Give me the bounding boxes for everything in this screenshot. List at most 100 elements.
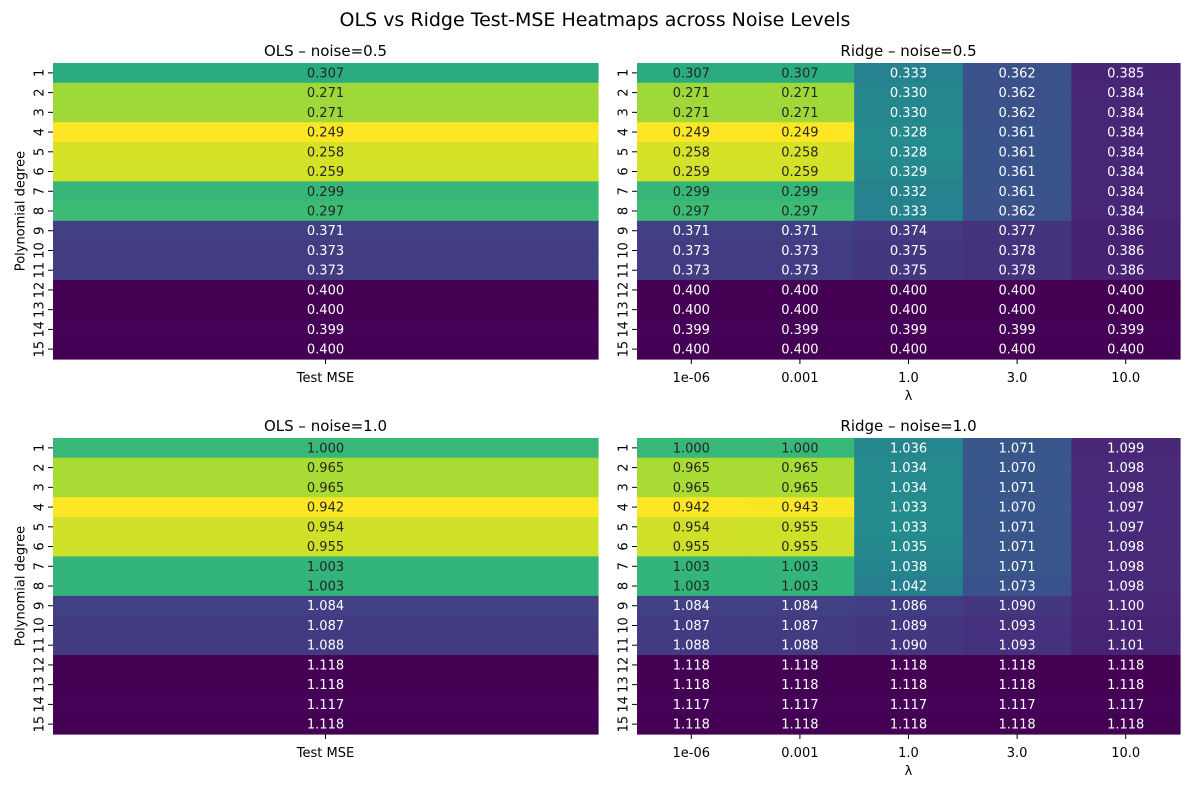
heatmap-cell [637, 714, 747, 735]
y-tick-label: 1 [617, 69, 632, 77]
cell-value-label: 1.118 [781, 658, 818, 673]
heatmap-cell [854, 516, 964, 538]
heatmap-cell [962, 457, 1072, 479]
cell-value-label: 0.361 [998, 126, 1035, 141]
cell-value-label: 0.373 [781, 264, 818, 279]
cell-value-label: 0.375 [890, 244, 927, 259]
heatmap-cell [1071, 161, 1181, 182]
heatmap-cell [854, 635, 964, 656]
heatmap-cell [637, 595, 747, 617]
heatmap-cell [962, 161, 1072, 182]
cell-value-label: 0.386 [1107, 244, 1144, 259]
heatmap-cell [745, 714, 855, 735]
heatmap-cell [1071, 319, 1181, 340]
y-tick-label: 15 [617, 341, 632, 358]
cell-value-label: 0.400 [673, 283, 710, 298]
heatmap-cell [1071, 576, 1181, 597]
y-tick-label: 12 [617, 282, 632, 299]
cell-value-label: 1.003 [307, 580, 344, 595]
y-tick-label: 2 [617, 463, 632, 471]
cell-value-label: 1.117 [781, 698, 818, 713]
heatmap-cell [53, 615, 599, 636]
y-tick-label: 10 [33, 617, 48, 634]
heatmap-cell [53, 655, 599, 676]
heatmap-cell [745, 82, 855, 104]
x-tick-label: Test MSE [296, 746, 354, 761]
heatmap-cell [1071, 63, 1181, 84]
heatmap-cell [745, 438, 855, 459]
cell-value-label: 0.362 [998, 106, 1035, 121]
heatmap-cell [962, 82, 1072, 104]
y-tick-label: 5 [617, 523, 632, 531]
y-tick-label: 4 [617, 128, 632, 136]
y-tick-label: 9 [617, 227, 632, 235]
heatmap-panel-ridge-noise-1-0: Ridge – noise=1.01.000 1.000 1.036 1.071 1.0… [617, 417, 1181, 779]
cell-value-label: 0.297 [781, 205, 818, 220]
heatmap-cell [962, 319, 1072, 340]
cell-value-label: 0.965 [307, 481, 344, 496]
y-axis-label: Polynomial degree [14, 151, 29, 271]
cell-value-label: 0.384 [1107, 185, 1144, 200]
y-tick-label: 4 [33, 128, 48, 136]
cell-value-label: 1.118 [1107, 678, 1144, 693]
cell-value-label: 1.118 [307, 678, 344, 693]
heatmap-cell [854, 497, 964, 518]
y-tick-label: 8 [617, 582, 632, 590]
cell-value-label: 0.400 [1107, 343, 1144, 358]
y-tick-label: 5 [33, 148, 48, 156]
heatmap-cell [962, 516, 1072, 538]
heatmap-cell [854, 655, 964, 676]
cell-value-label: 1.088 [673, 639, 710, 654]
heatmap-cell [637, 102, 747, 123]
cell-value-label: 1.003 [673, 580, 710, 595]
cell-value-label: 1.098 [1107, 560, 1144, 575]
cell-value-label: 0.375 [890, 264, 927, 279]
cell-value-label: 0.400 [890, 343, 927, 358]
heatmap-cell [745, 694, 855, 715]
heatmap-cell [1071, 82, 1181, 104]
x-tick-label: Test MSE [296, 371, 354, 386]
cell-value-label: 1.084 [673, 599, 710, 614]
cell-value-label: 1.118 [673, 718, 710, 733]
heatmap-cell [962, 497, 1072, 518]
heatmap-cell [962, 556, 1072, 577]
y-tick-label: 13 [33, 676, 48, 693]
cell-value-label: 1.098 [1107, 481, 1144, 496]
heatmap-cell [745, 181, 855, 202]
cell-value-label: 1.036 [890, 441, 927, 456]
cell-value-label: 1.071 [998, 540, 1035, 555]
heatmap-cell [637, 576, 747, 597]
heatmap-cell [962, 240, 1072, 261]
cell-value-label: 0.400 [890, 303, 927, 318]
heatmap-cell [637, 516, 747, 538]
heatmap-cell [53, 141, 599, 163]
cell-value-label: 0.942 [673, 501, 710, 516]
cell-value-label: 1.093 [998, 639, 1035, 654]
cell-value-label: 0.299 [307, 185, 344, 200]
heatmap-cell [962, 635, 1072, 656]
heatmap-panel-ridge-noise-0-5: Ridge – noise=0.5 0.307 0.307 0.333 0.362 0.3… [617, 42, 1181, 404]
heatmap-cell [637, 438, 747, 459]
cell-value-label: 1.118 [673, 658, 710, 673]
cell-value-label: 0.249 [781, 126, 818, 141]
x-tick-label: 0.001 [781, 371, 818, 386]
heatmap-cell [962, 536, 1072, 557]
heatmap-cell [745, 102, 855, 123]
x-tick-label: 10.0 [1111, 371, 1140, 386]
cell-value-label: 1.033 [890, 520, 927, 535]
y-tick-label: 4 [33, 503, 48, 511]
heatmap-cell [1071, 220, 1181, 242]
y-tick-label: 7 [617, 562, 632, 570]
cell-value-label: 0.400 [998, 343, 1035, 358]
heatmap-cell [53, 181, 599, 202]
heatmap-cell [854, 536, 964, 557]
heatmap-cell [962, 674, 1072, 696]
cell-value-label: 0.271 [673, 86, 710, 101]
y-tick-label: 8 [33, 582, 48, 590]
cell-value-label: 1.000 [307, 441, 344, 456]
y-tick-label: 13 [33, 301, 48, 318]
cell-value-label: 1.089 [890, 619, 927, 634]
heatmap-cell [962, 694, 1072, 715]
heatmap-cell [637, 457, 747, 479]
heatmap-cell [854, 576, 964, 597]
